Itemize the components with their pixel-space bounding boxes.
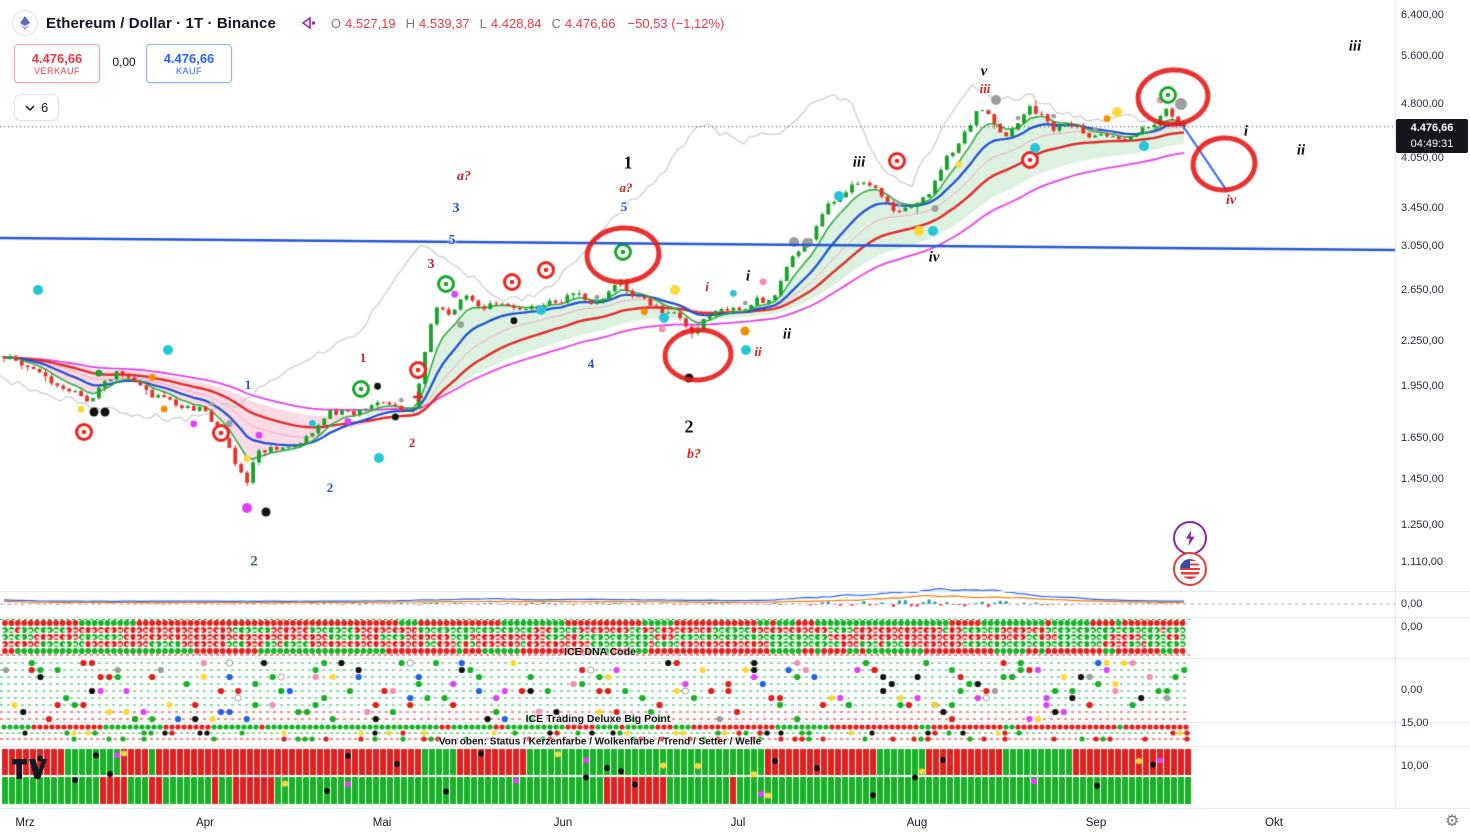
- lightning-button[interactable]: [1173, 521, 1207, 555]
- open-label: O: [330, 15, 342, 31]
- lightning-icon: [1186, 530, 1195, 546]
- tradingview-logo[interactable]: [10, 756, 48, 787]
- low-value: 4.428,84: [490, 15, 542, 31]
- panel-title-dna: ICE DNA Code: [564, 646, 636, 658]
- spread-value: 0,00: [112, 55, 136, 69]
- buy-price: 4.476,66: [163, 50, 215, 66]
- symbol-header: Ethereum / Dollar · 1T · Binance O 4.527…: [12, 10, 730, 36]
- high-value: 4.539,37: [419, 15, 470, 31]
- panel-title-deluxe: ICE Trading Deluxe Big Point: [525, 713, 671, 725]
- open-value: 4.527,19: [345, 15, 396, 31]
- purple-marker-icon[interactable]: [300, 16, 317, 30]
- us-flag-icon: [1180, 559, 1200, 579]
- buy-label: KAUF: [175, 65, 202, 76]
- flag-button[interactable]: [1173, 552, 1207, 586]
- close-label: C: [551, 15, 561, 31]
- bar-countdown: 04:49:31: [1410, 138, 1454, 150]
- high-label: H: [405, 15, 416, 31]
- buy-button[interactable]: 4.476,66 KAUF: [146, 44, 232, 83]
- low-label: L: [479, 15, 487, 31]
- sell-label: VERKAUF: [33, 65, 80, 76]
- last-price-value: 4.476,66: [1410, 122, 1454, 134]
- interval-dropdown[interactable]: 6: [14, 94, 60, 121]
- close-value: 4.476,66: [564, 15, 616, 31]
- last-price-badge: 4.476,66 04:49:31: [1396, 119, 1468, 153]
- ethereum-logo-icon: [12, 10, 38, 36]
- ohlc-row: O 4.527,19 H 4.539,37 L 4.428,84 C 4.476…: [331, 16, 730, 31]
- sell-button[interactable]: 4.476,66 VERKAUF: [14, 44, 100, 83]
- symbol-title[interactable]: Ethereum / Dollar · 1T · Binance: [46, 14, 276, 32]
- settings-gear-icon[interactable]: ⚙: [1445, 813, 1460, 830]
- change-value: −50,53 (−1,12%): [627, 15, 725, 31]
- chevron-down-icon: [25, 104, 35, 111]
- sell-price: 4.476,66: [31, 50, 83, 66]
- interval-value: 6: [41, 100, 49, 115]
- panel-title-status: Von oben: Status / Kerzenfarbe / Wolkenf…: [438, 736, 762, 748]
